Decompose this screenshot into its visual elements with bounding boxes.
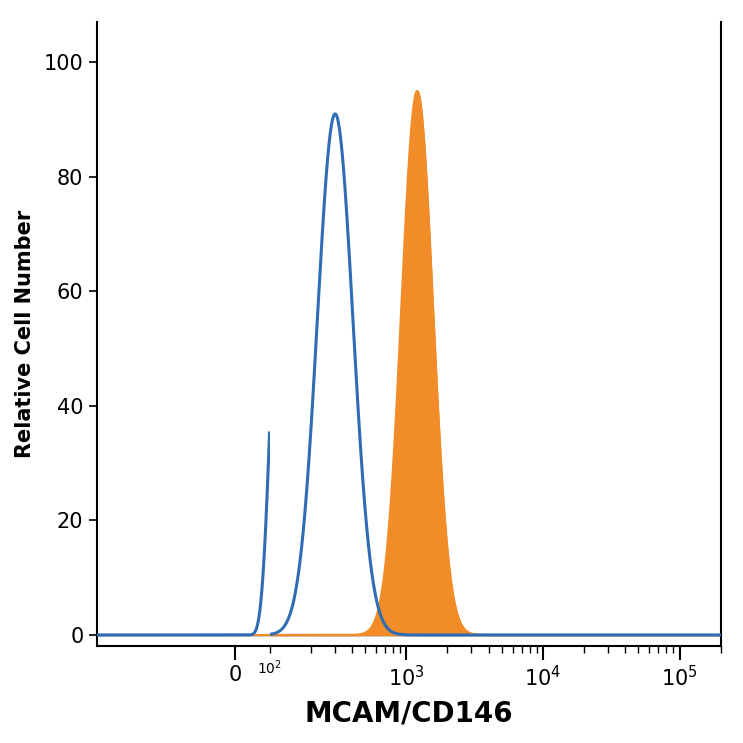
Y-axis label: Relative Cell Number: Relative Cell Number (16, 210, 36, 458)
Text: MCAM/CD146: MCAM/CD146 (305, 699, 513, 727)
